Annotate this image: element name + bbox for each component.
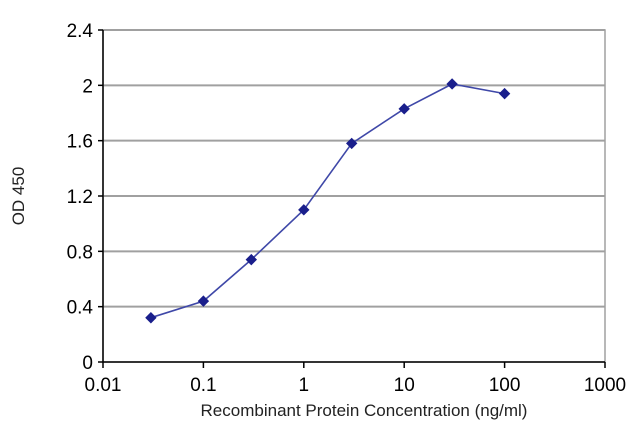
x-tick-label: 1: [299, 375, 310, 396]
axes: [98, 29, 606, 368]
x-tick-labels: 0.01 0.1 1 10 100 1000: [85, 375, 627, 396]
x-tick-label: 0.1: [190, 375, 216, 396]
data-series: [145, 78, 511, 324]
data-point-marker: [398, 103, 410, 115]
y-tick-label: 0.4: [67, 298, 94, 319]
x-tick-label: 1000: [584, 375, 626, 396]
data-point-marker: [145, 312, 157, 324]
data-point-marker: [298, 204, 310, 216]
x-tick-label: 10: [394, 375, 415, 396]
y-tick-labels: 0 0.4 0.8 1.2 1.6 2 2.4: [67, 21, 94, 374]
data-point-marker: [345, 137, 358, 150]
data-point-marker: [498, 87, 511, 100]
x-axis-title: Recombinant Protein Concentration (ng/ml…: [201, 401, 528, 420]
y-tick-label: 0.8: [67, 242, 93, 263]
y-axis-title: OD 450: [9, 167, 28, 226]
y-tick-label: 1.2: [67, 187, 93, 208]
data-point-marker: [197, 295, 210, 307]
y-tick-label: 2: [82, 76, 93, 97]
x-tick-label: 100: [489, 375, 521, 396]
y-tick-label: 1.6: [67, 132, 93, 153]
x-tick-label: 0.01: [85, 375, 122, 396]
y-tick-label: 0: [82, 353, 93, 374]
series-line: [150, 83, 505, 319]
data-point-marker: [446, 78, 458, 90]
y-tick-label: 2.4: [67, 21, 94, 42]
data-point-marker: [245, 253, 258, 266]
